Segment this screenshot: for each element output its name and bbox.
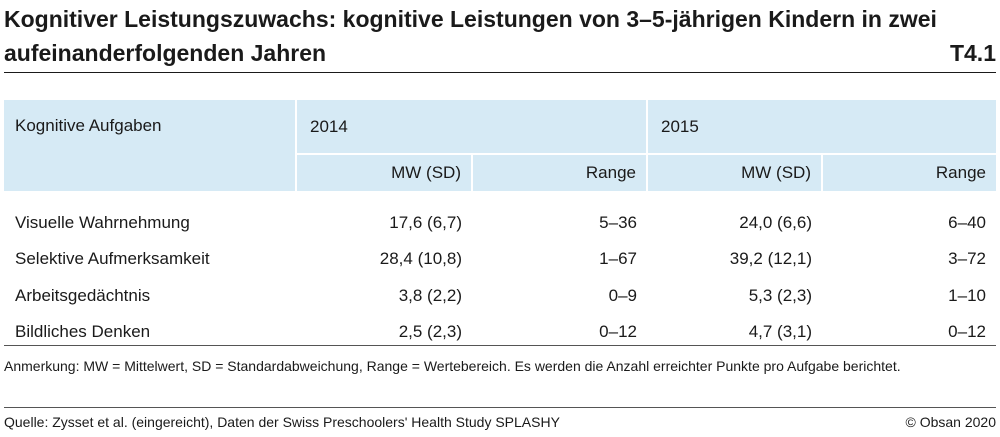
title-block: Kognitiver Leistungszuwachs: kognitive L…	[4, 2, 996, 70]
source-text: Quelle: Zysset et al. (eingereicht), Dat…	[4, 414, 560, 430]
row-task: Selektive Aufmerksamkeit	[15, 249, 210, 269]
title-divider	[4, 72, 996, 73]
cell-range-2014: 1–67	[599, 249, 637, 269]
table-row: Arbeitsgedächtnis 3,8 (2,2) 0–9 5,3 (2,3…	[4, 278, 996, 315]
cell-mw-sd-2015: 39,2 (12,1)	[729, 249, 812, 269]
header-range-2014: Range	[472, 153, 648, 191]
table-title-line-2: aufeinanderfolgenden Jahren	[4, 40, 327, 66]
header-group-2014: 2014	[296, 100, 648, 154]
footer-divider	[4, 407, 996, 408]
cell-mw-sd-2015: 5,3 (2,3)	[748, 285, 812, 305]
cell-mw-sd-2014: 17,6 (6,7)	[389, 213, 462, 232]
cell-range-2015: 6–40	[948, 213, 986, 232]
table-note: Anmerkung: MW = Mittelwert, SD = Standar…	[4, 358, 901, 374]
header-mw-sd-2015: MW (SD)	[647, 153, 823, 191]
cell-range-2014: 5–36	[599, 213, 637, 232]
cell-range-2014: 0–9	[608, 285, 637, 305]
table-bottom-rule	[4, 345, 996, 346]
cell-range-2014: 0–12	[599, 322, 637, 342]
header-row-sub: MW (SD) Range MW (SD) Range	[4, 153, 996, 191]
copyright-text: © Obsan 2020	[905, 414, 997, 430]
row-task: Arbeitsgedächtnis	[15, 285, 151, 305]
header-mw-sd-2014: MW (SD)	[296, 153, 473, 191]
table-row: Bildliches Denken 2,5 (2,3) 0–12 4,7 (3,…	[4, 314, 996, 351]
table-title-line-1: Kognitiver Leistungszuwachs: kognitive L…	[4, 6, 937, 32]
header-group-2015: 2015	[647, 100, 996, 154]
cell-mw-sd-2014: 28,4 (10,8)	[379, 249, 462, 269]
header-row-groups: Kognitive Aufgaben 2014 2015	[4, 100, 996, 191]
row-task: Visuelle Wahrnehmung	[15, 213, 190, 232]
table-id: T4.1	[949, 40, 996, 66]
row-task: Bildliches Denken	[15, 322, 151, 342]
cell-mw-sd-2014: 3,8 (2,2)	[398, 285, 462, 305]
cell-range-2015: 3–72	[948, 249, 986, 269]
cell-mw-sd-2014: 2,5 (2,3)	[398, 322, 462, 342]
cell-range-2015: 0–12	[948, 322, 986, 342]
data-table: Kognitive Aufgaben 2014 2015 MW (SD) Ran…	[4, 100, 996, 351]
cell-mw-sd-2015: 24,0 (6,6)	[739, 213, 812, 232]
cell-range-2015: 1–10	[948, 285, 986, 305]
table-row: Selektive Aufmerksamkeit 28,4 (10,8) 1–6…	[4, 241, 996, 278]
header-range-2015: Range	[822, 153, 996, 191]
title-row-2: aufeinanderfolgenden Jahren T4.1	[4, 36, 996, 70]
table-row: Visuelle Wahrnehmung 17,6 (6,7) 5–36 24,…	[4, 191, 996, 241]
cell-mw-sd-2015: 4,7 (3,1)	[748, 322, 812, 342]
header-task: Kognitive Aufgaben	[4, 100, 297, 191]
